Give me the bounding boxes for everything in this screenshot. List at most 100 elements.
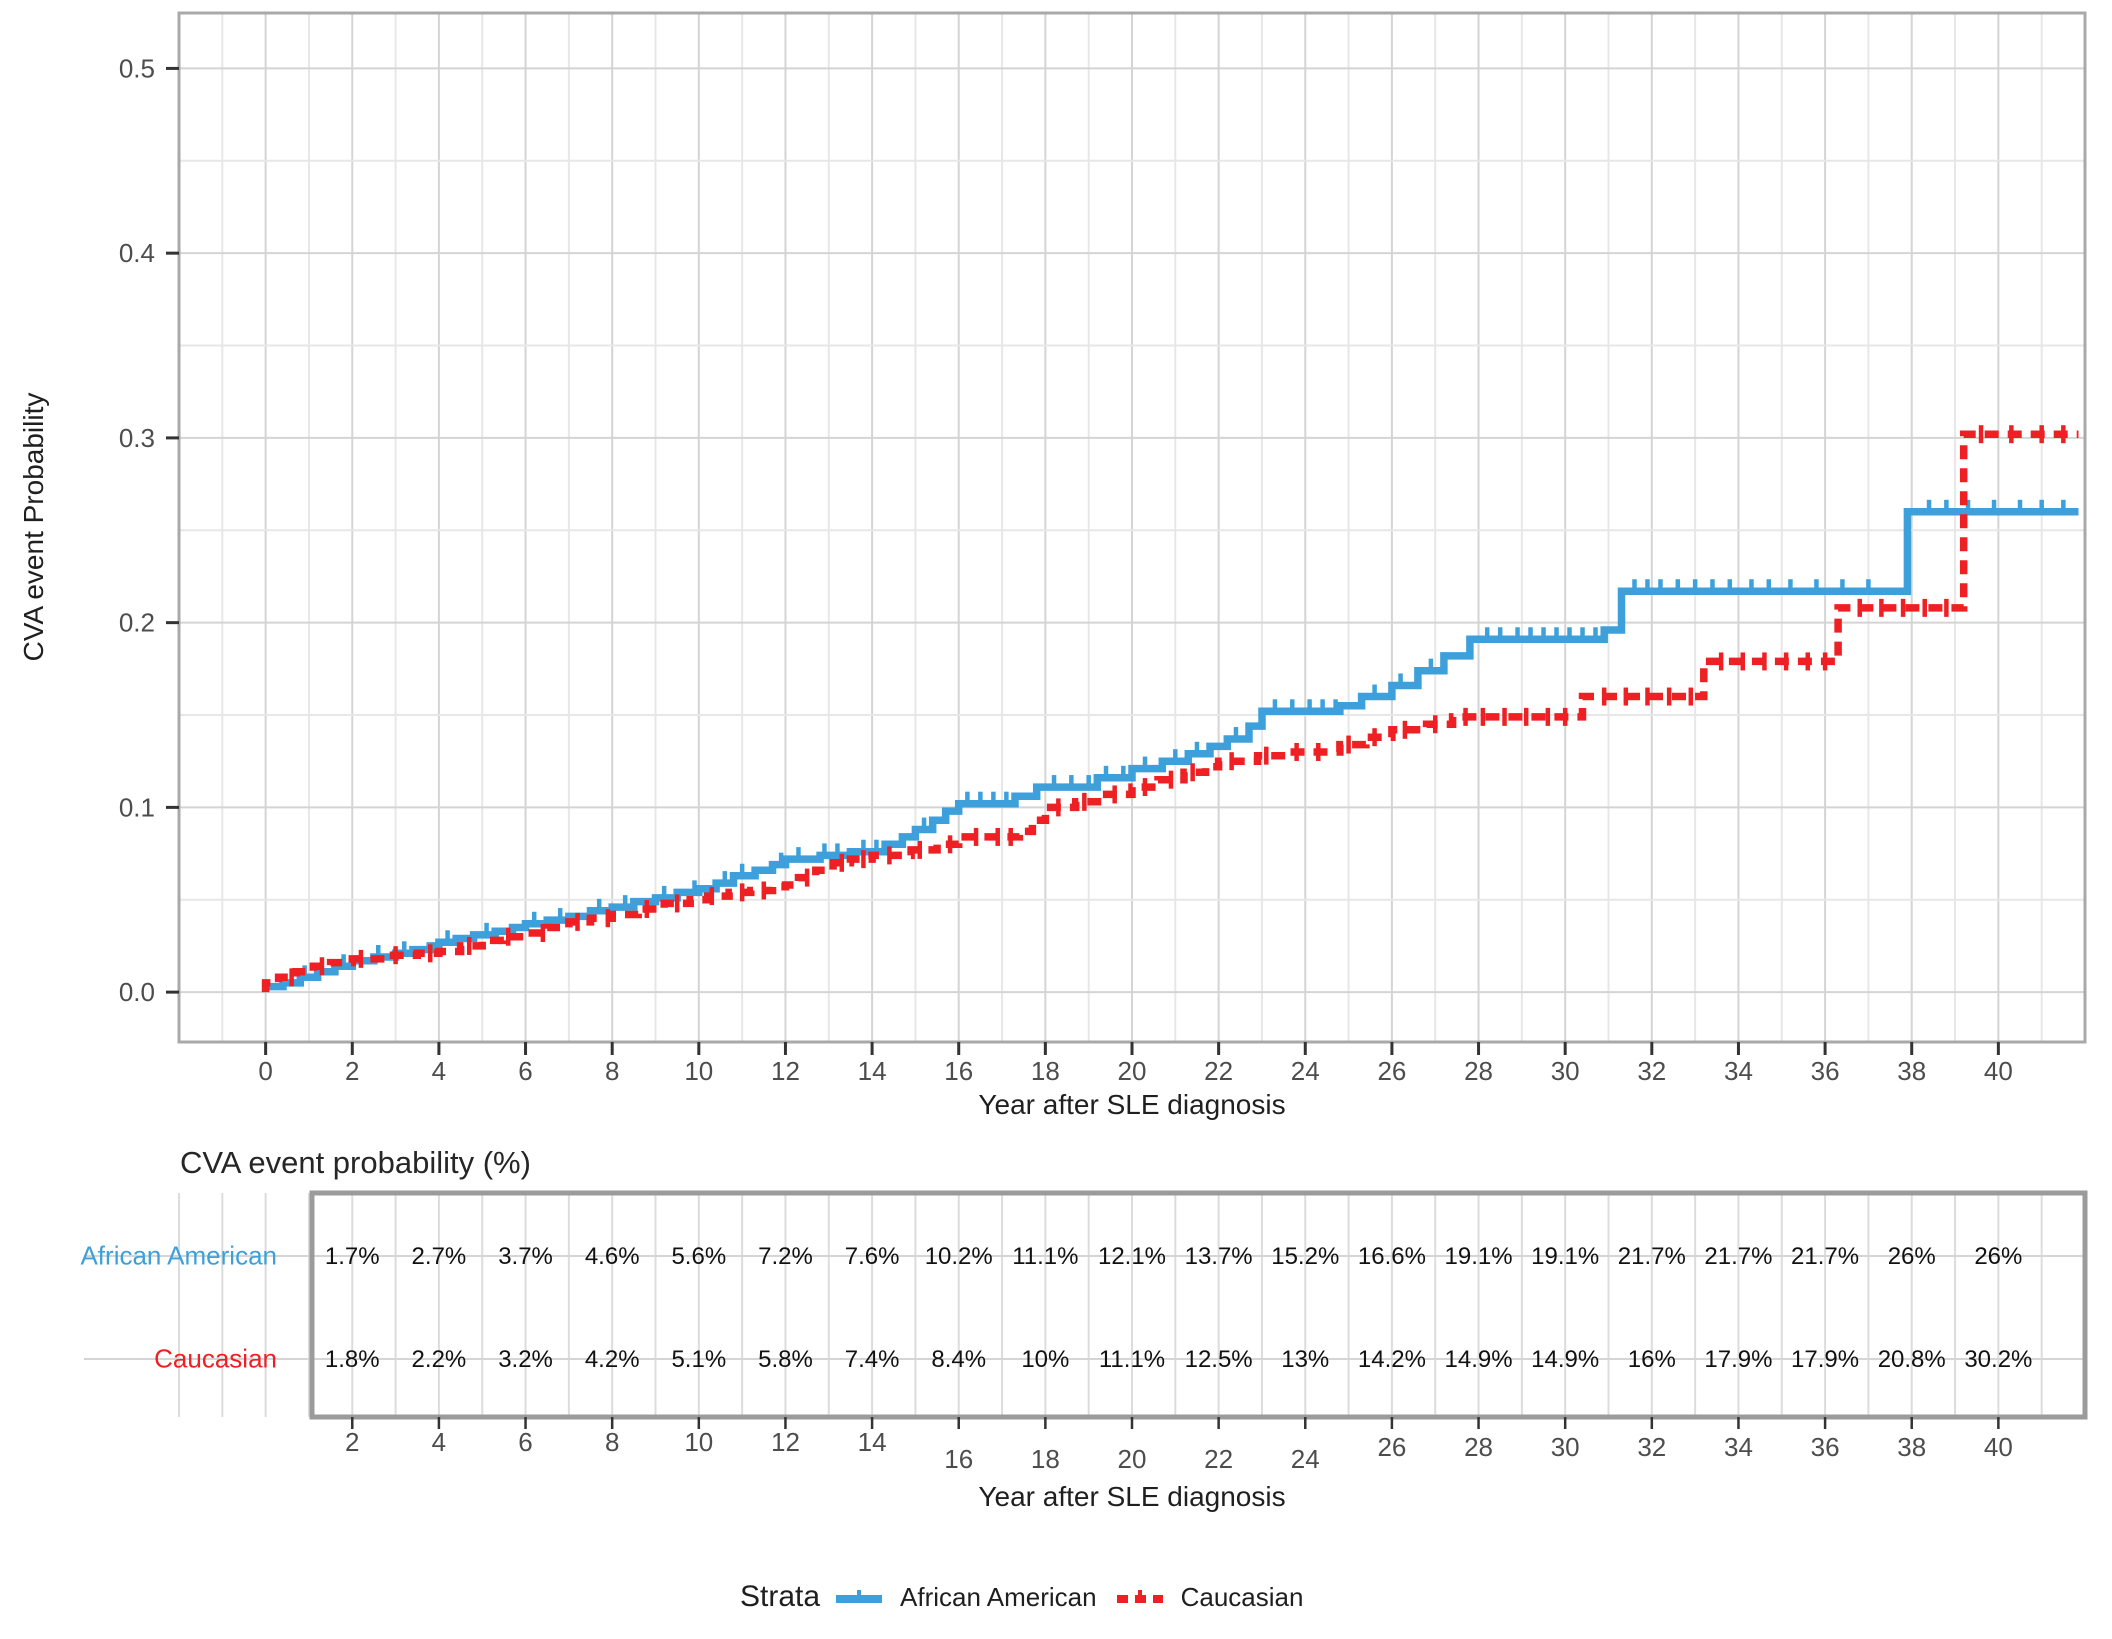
svg-text:12.5%: 12.5%: [1185, 1346, 1253, 1373]
survival-curve-caucasian: [261, 430, 2079, 993]
legend-key-caucasian-icon: [1116, 1590, 1163, 1603]
svg-text:24: 24: [1291, 1056, 1320, 1086]
svg-text:18: 18: [1031, 1056, 1060, 1086]
svg-text:16.6%: 16.6%: [1358, 1243, 1426, 1270]
svg-text:14.9%: 14.9%: [1445, 1346, 1513, 1373]
svg-text:21.7%: 21.7%: [1704, 1243, 1772, 1270]
svg-text:8.4%: 8.4%: [931, 1346, 986, 1373]
svg-text:26: 26: [1377, 1432, 1406, 1462]
svg-text:0.4: 0.4: [119, 238, 155, 268]
main-y-axis: 0.0 0.1 0.2 0.3 0.4 0.5: [119, 53, 179, 1007]
svg-text:14: 14: [858, 1056, 887, 1086]
svg-text:16%: 16%: [1628, 1346, 1676, 1373]
svg-text:21.7%: 21.7%: [1791, 1243, 1859, 1270]
svg-text:14.9%: 14.9%: [1531, 1346, 1599, 1373]
svg-text:28: 28: [1464, 1432, 1493, 1462]
svg-text:6: 6: [518, 1427, 532, 1457]
legend-label-african-american: African American: [900, 1581, 1097, 1612]
svg-text:7.4%: 7.4%: [845, 1346, 900, 1373]
main-grid: [178, 13, 2086, 1042]
svg-text:20.8%: 20.8%: [1878, 1346, 1946, 1373]
svg-text:2.2%: 2.2%: [412, 1346, 467, 1373]
svg-text:19.1%: 19.1%: [1445, 1243, 1513, 1270]
svg-text:24: 24: [1291, 1444, 1320, 1474]
survival-curve-african-american: [261, 508, 2079, 993]
legend-key-african-american-icon: [836, 1590, 883, 1603]
svg-text:2: 2: [345, 1056, 359, 1086]
svg-text:17.9%: 17.9%: [1704, 1346, 1772, 1373]
probability-table-border: [309, 1190, 2088, 1420]
svg-text:0.1: 0.1: [119, 792, 155, 822]
svg-text:19.1%: 19.1%: [1531, 1243, 1599, 1270]
svg-text:38: 38: [1897, 1056, 1926, 1086]
svg-text:3.2%: 3.2%: [498, 1346, 553, 1373]
svg-text:8: 8: [605, 1056, 619, 1086]
probability-table-title: CVA event probability (%): [180, 1145, 531, 1180]
table-row-label-african-american: African American: [80, 1240, 277, 1271]
svg-text:2.7%: 2.7%: [412, 1243, 467, 1270]
svg-text:32: 32: [1637, 1432, 1666, 1462]
svg-text:1.8%: 1.8%: [325, 1346, 380, 1373]
svg-text:26%: 26%: [1888, 1243, 1936, 1270]
svg-text:20: 20: [1118, 1444, 1147, 1474]
legend-title: Strata: [740, 1580, 821, 1613]
svg-text:4.2%: 4.2%: [585, 1346, 640, 1373]
svg-text:8: 8: [605, 1427, 619, 1457]
svg-text:30: 30: [1551, 1432, 1580, 1462]
svg-text:17.9%: 17.9%: [1791, 1346, 1859, 1373]
svg-text:32: 32: [1637, 1056, 1666, 1086]
svg-text:11.1%: 11.1%: [1099, 1346, 1165, 1373]
strata-legend: Strata African American Caucasian: [740, 1578, 1321, 1616]
svg-text:14.2%: 14.2%: [1358, 1346, 1426, 1373]
svg-text:16: 16: [944, 1056, 973, 1086]
svg-text:2: 2: [345, 1427, 359, 1457]
svg-text:0.3: 0.3: [119, 423, 155, 453]
svg-text:13%: 13%: [1281, 1346, 1329, 1373]
svg-text:7.2%: 7.2%: [758, 1243, 813, 1270]
table-values-caucasian: 1.8% 2.2% 3.2% 4.2% 5.1% 5.8% 7.4% 8.4% 10% 11.1%…: [325, 1346, 2032, 1373]
svg-text:1.7%: 1.7%: [325, 1243, 380, 1270]
svg-text:4.6%: 4.6%: [585, 1243, 640, 1270]
svg-text:14: 14: [858, 1427, 887, 1457]
svg-text:7.6%: 7.6%: [845, 1243, 900, 1270]
svg-text:6: 6: [518, 1056, 532, 1086]
svg-text:40: 40: [1984, 1056, 2013, 1086]
svg-text:4: 4: [432, 1427, 446, 1457]
svg-text:11.1%: 11.1%: [1012, 1243, 1078, 1270]
svg-text:34: 34: [1724, 1056, 1753, 1086]
main-x-axis: 0 2 4 6 8 10 12 14 16 18 20 22 24 26 28 30 32 34 36 38 40: [258, 1042, 2013, 1086]
svg-text:10: 10: [684, 1427, 713, 1457]
svg-text:18: 18: [1031, 1444, 1060, 1474]
svg-text:12.1%: 12.1%: [1098, 1243, 1166, 1270]
x-axis-title-table: Year after SLE diagnosis: [978, 1481, 1286, 1512]
svg-text:30: 30: [1551, 1056, 1580, 1086]
x-axis-title-main: Year after SLE diagnosis: [978, 1089, 1286, 1120]
svg-text:26%: 26%: [1974, 1243, 2022, 1270]
svg-text:5.1%: 5.1%: [671, 1346, 726, 1373]
svg-text:36: 36: [1811, 1432, 1840, 1462]
svg-text:4: 4: [432, 1056, 446, 1086]
svg-text:3.7%: 3.7%: [498, 1243, 553, 1270]
svg-text:0.5: 0.5: [119, 53, 155, 83]
svg-text:16: 16: [944, 1444, 973, 1474]
svg-text:21.7%: 21.7%: [1618, 1243, 1686, 1270]
svg-text:13.7%: 13.7%: [1185, 1243, 1253, 1270]
svg-text:22: 22: [1204, 1444, 1233, 1474]
svg-text:26: 26: [1377, 1056, 1406, 1086]
svg-text:0: 0: [258, 1056, 272, 1086]
svg-text:38: 38: [1897, 1432, 1926, 1462]
svg-text:0.2: 0.2: [119, 608, 155, 638]
svg-text:5.8%: 5.8%: [758, 1346, 813, 1373]
table-row-label-caucasian: Caucasian: [154, 1343, 277, 1374]
svg-text:40: 40: [1984, 1432, 2013, 1462]
svg-text:10%: 10%: [1021, 1346, 1069, 1373]
svg-text:20: 20: [1118, 1056, 1147, 1086]
svg-text:5.6%: 5.6%: [671, 1243, 726, 1270]
y-axis-title: CVA event Probability: [18, 392, 49, 662]
legend-label-caucasian: Caucasian: [1180, 1581, 1304, 1612]
svg-text:22: 22: [1204, 1056, 1233, 1086]
svg-text:12: 12: [771, 1056, 800, 1086]
